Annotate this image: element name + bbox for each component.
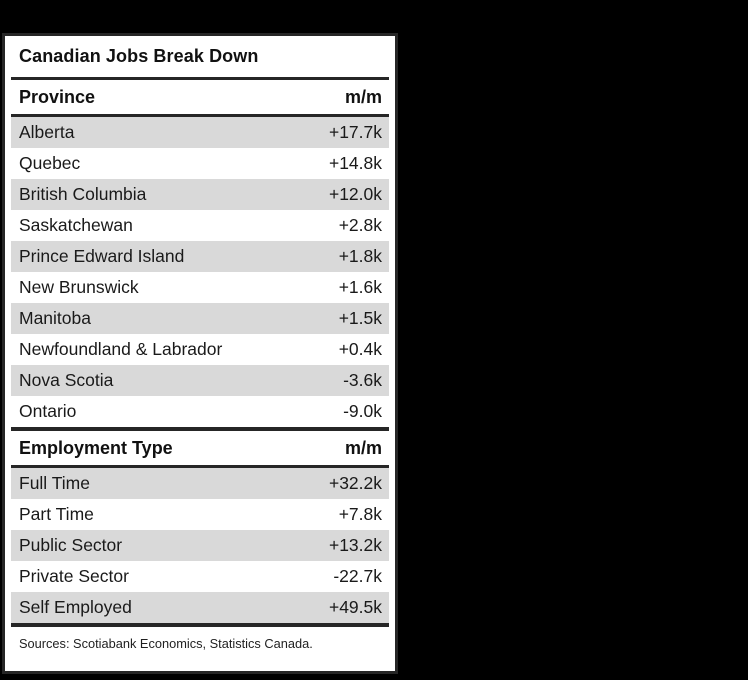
section-header: Employment Type m/m xyxy=(11,431,389,465)
row-label: Saskatchewan xyxy=(19,215,133,235)
table-row: Prince Edward Island +1.8k xyxy=(11,241,389,272)
header-rule xyxy=(11,465,389,468)
row-value: +14.8k xyxy=(328,153,382,173)
row-value: +7.8k xyxy=(338,504,382,524)
row-value: +1.5k xyxy=(338,308,382,328)
row-label: Manitoba xyxy=(19,308,91,328)
table-row: Private Sector -22.7k xyxy=(11,561,389,592)
row-label: Nova Scotia xyxy=(19,370,114,390)
section-end-rule xyxy=(11,427,389,431)
row-value: -22.7k xyxy=(333,566,382,586)
table-row: New Brunswick +1.6k xyxy=(11,272,389,303)
row-value: +1.8k xyxy=(338,246,382,266)
row-value: +2.8k xyxy=(338,215,382,235)
row-value: +17.7k xyxy=(328,122,382,142)
row-label: Part Time xyxy=(19,504,94,524)
table-row: Part Time +7.8k xyxy=(11,499,389,530)
row-label: Public Sector xyxy=(19,535,123,555)
row-value: +32.2k xyxy=(328,473,382,493)
table-row: British Columbia +12.0k xyxy=(11,179,389,210)
row-label: Newfoundland & Labrador xyxy=(19,339,223,359)
section-header-label: Province xyxy=(19,86,96,107)
section-header-unit: m/m xyxy=(344,437,382,458)
row-value: +13.2k xyxy=(328,535,382,555)
table-row: Nova Scotia -3.6k xyxy=(11,365,389,396)
table-row: Newfoundland & Labrador +0.4k xyxy=(11,334,389,365)
table-row: Self Employed +49.5k xyxy=(11,592,389,623)
section-header: Province m/m xyxy=(11,80,389,114)
row-value: +1.6k xyxy=(338,277,382,297)
table-sections: Province m/m Alberta +17.7k Quebec +14.8k Brit… xyxy=(11,80,389,627)
row-label: Ontario xyxy=(19,401,77,421)
row-label: Prince Edward Island xyxy=(19,246,185,266)
table-row: Public Sector +13.2k xyxy=(11,530,389,561)
section-header-unit: m/m xyxy=(344,86,382,107)
row-label: Self Employed xyxy=(19,597,132,617)
table-row: Manitoba +1.5k xyxy=(11,303,389,334)
row-label: Full Time xyxy=(19,473,90,493)
section-header-label: Employment Type xyxy=(19,437,173,458)
row-label: British Columbia xyxy=(19,184,147,204)
table-row: Saskatchewan +2.8k xyxy=(11,210,389,241)
table-title: Canadian Jobs Break Down xyxy=(19,46,259,66)
row-value: +12.0k xyxy=(328,184,382,204)
header-rule xyxy=(11,114,389,117)
row-label: New Brunswick xyxy=(19,277,139,297)
row-value: +49.5k xyxy=(328,597,382,617)
table-row: Quebec +14.8k xyxy=(11,148,389,179)
section-end-rule xyxy=(11,623,389,627)
table-row: Ontario -9.0k xyxy=(11,396,389,427)
title-rule xyxy=(11,77,389,80)
row-label: Alberta xyxy=(19,122,75,142)
table-row: Alberta +17.7k xyxy=(11,117,389,148)
source-note: Sources: Scotiabank Economics, Statistic… xyxy=(19,636,313,651)
row-value: -9.0k xyxy=(343,401,382,421)
row-value: +0.4k xyxy=(338,339,382,359)
jobs-table-card: Canadian Jobs Break Down Province m/m Albe… xyxy=(2,33,398,674)
row-label: Quebec xyxy=(19,153,81,173)
row-value: -3.6k xyxy=(343,370,382,390)
table-row: Full Time +32.2k xyxy=(11,468,389,499)
row-label: Private Sector xyxy=(19,566,129,586)
